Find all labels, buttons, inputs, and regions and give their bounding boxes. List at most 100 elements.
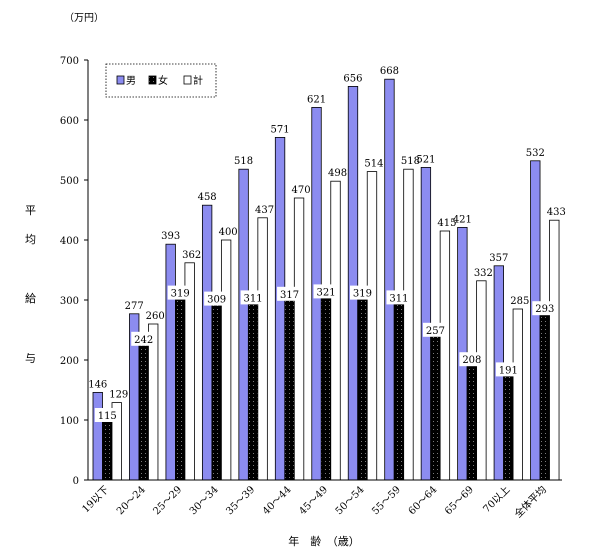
y-tick-label: 0 [73,476,79,487]
bar-女-4 [247,292,259,481]
data-label-female-box [386,290,412,305]
bar-男-0 [92,391,103,481]
bar-女-9 [430,325,441,481]
bar-女-5 [284,289,295,481]
data-label-male: 518 [234,156,253,167]
data-label-male: 393 [161,231,180,242]
unit-label: （万円） [64,12,104,24]
legend: 男女計 [105,63,217,98]
legend-swatch-女 [148,75,157,85]
bar-男-4 [238,168,249,481]
data-label-female-box [459,352,485,367]
bar-計-11 [512,308,523,481]
x-category-label: 60～64 [407,484,440,517]
data-label-female: 311 [244,293,263,304]
data-label-total: 129 [109,390,128,401]
data-label-female-box [277,286,303,301]
data-label-female: 242 [134,335,153,346]
data-label-female: 311 [389,293,408,304]
legend-label-女: 女 [158,74,168,87]
bar-女-2 [175,288,186,481]
y-tick-label: 200 [60,356,79,367]
bar-男-7 [347,86,359,481]
data-label-total: 362 [182,250,201,261]
x-category-label: 70以上 [481,484,513,516]
x-axis-categories: 19以下 20～24 25～29 30～34 35～39 40～44 45～49 50～54 5… [80,483,548,520]
data-label-total: 433 [547,207,566,218]
data-label-female-box [422,322,448,337]
y-axis-title-char: 均 [25,233,36,246]
x-category-label: 19以下 [80,484,111,515]
data-label-total: 437 [255,205,274,216]
bar-女-12 [539,303,550,481]
data-label-female-box [167,285,193,300]
bar-男-5 [274,136,286,481]
data-label-female: 257 [426,326,445,337]
x-category-label: 25～29 [151,484,184,517]
x-category-label: 45～49 [297,484,330,517]
data-label-female: 115 [98,411,117,422]
data-label-female-box [313,284,339,299]
data-label-male: 146 [88,379,107,390]
bar-計-6 [330,180,341,481]
bar-女-8 [393,292,405,481]
bar-男-3 [201,204,213,481]
bar-女-10 [466,354,478,481]
bar-女-7 [357,288,368,481]
data-label-male: 621 [307,94,326,105]
legend-label-計: 計 [193,74,203,87]
y-axis-title-char: 給 [25,291,36,305]
data-label-male: 277 [125,301,144,312]
y-tick-label: 600 [60,116,79,127]
y-axis-ticks: 0 100 200 300 400 500 600 700 [60,56,88,487]
data-label-female: 319 [171,289,190,300]
legend-swatch-計 [183,75,192,85]
x-category-label: 50～54 [334,484,367,517]
legend-swatch-男 [116,75,125,85]
data-label-female: 321 [316,287,335,298]
data-label-female: 319 [353,289,372,300]
y-axis-title-char: 平 [25,204,36,217]
bar-計-4 [257,217,268,481]
legend-label-男: 男 [126,75,136,87]
bar-計-10 [476,280,487,481]
data-label-total: 470 [292,185,311,196]
data-label-male: 656 [343,73,362,84]
data-label-total: 514 [364,159,383,170]
y-tick-label: 500 [60,176,79,187]
data-label-female: 191 [499,365,518,376]
y-tick-label: 700 [60,56,79,67]
bar-女-1 [138,334,149,481]
data-label-male: 421 [453,214,472,225]
data-label-female-box [240,290,266,305]
x-category-label: 20～24 [115,484,148,517]
data-label-male: 532 [526,148,545,159]
data-label-female-box [349,285,375,300]
data-label-male: 521 [416,154,435,165]
x-axis-title: 年 齢 （歳） [288,534,360,548]
x-category-label: 35～39 [224,484,257,517]
data-label-total: 332 [474,268,493,279]
data-label-total: 285 [510,296,529,307]
x-category-label: 65～69 [443,484,476,517]
bar-男-2 [165,243,176,481]
data-label-female: 293 [535,304,554,315]
y-tick-label: 400 [60,236,79,247]
data-label-male: 571 [271,124,290,135]
bar-計-3 [220,239,232,481]
bar-計-7 [366,171,378,481]
data-label-female-box [94,408,120,422]
bar-女-11 [503,364,514,481]
data-label-total: 400 [219,227,238,238]
data-label-total: 518 [401,156,420,167]
bar-男-12 [530,160,541,481]
data-label-total: 415 [437,218,456,229]
data-label-female: 317 [280,290,299,301]
bar-計-12 [549,219,560,481]
bar-計-1 [148,323,159,481]
data-label-male: 668 [380,66,399,77]
bar-女-3 [211,294,222,481]
data-label-female: 208 [462,355,481,366]
